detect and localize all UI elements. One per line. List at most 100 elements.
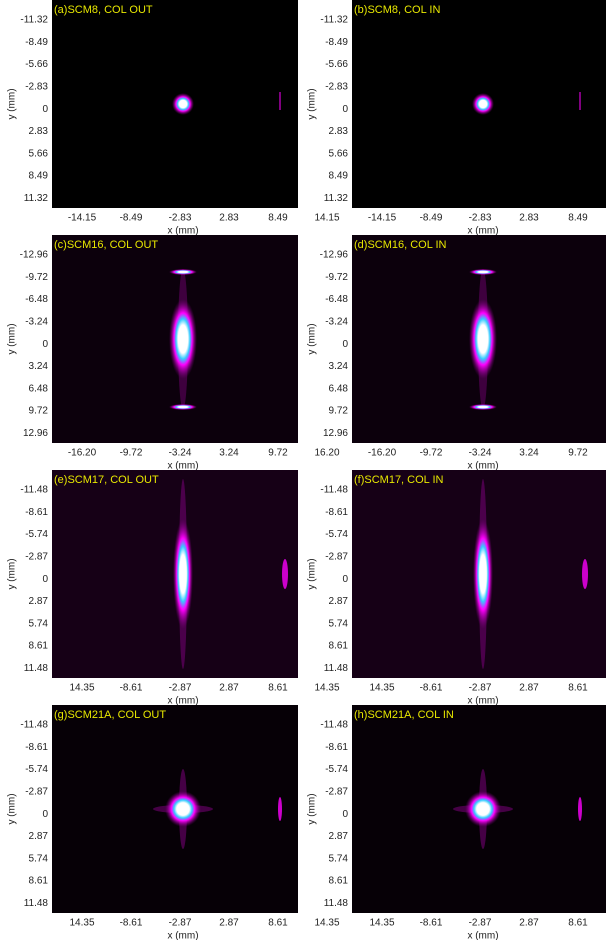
y-tick-label: 8.61 (329, 876, 349, 887)
y-tick-label: 6.48 (329, 383, 349, 394)
x-tick-label: -2.83 (469, 213, 492, 224)
y-tick-label: -5.74 (325, 529, 348, 540)
y-tick-label: -6.48 (325, 294, 348, 305)
y-tick-label: 12.96 (323, 428, 348, 439)
x-tick-label: -3.24 (169, 448, 192, 459)
x-tick-label: -8.61 (120, 683, 143, 694)
side-spot (278, 797, 282, 821)
y-tick-label: 8.61 (29, 876, 49, 887)
x-axis-label: x (mm) (467, 226, 498, 237)
y-tick-label: -6.48 (25, 294, 48, 305)
y-axis-label: y (mm) (7, 558, 18, 589)
y-tick-label: 2.87 (29, 831, 49, 842)
side-spot (578, 797, 582, 821)
x-tick-label: 14.35 (369, 918, 394, 929)
y-tick-label: -2.87 (25, 552, 48, 563)
x-tick-label: 2.87 (219, 918, 239, 929)
y-tick-label: 5.74 (329, 618, 349, 629)
panel-title: (b)SCM8, COL IN (354, 4, 440, 16)
x-tick-label: -2.87 (169, 683, 192, 694)
y-tick-label: 11.48 (24, 898, 49, 909)
y-tick-label: 3.24 (29, 361, 49, 372)
x-tick-label: 2.87 (519, 683, 539, 694)
x-tick-label: -2.87 (469, 683, 492, 694)
x-tick-label: -16.20 (368, 448, 397, 459)
y-axis-label: y (mm) (307, 88, 318, 119)
y-axis-label: y (mm) (307, 323, 318, 354)
x-axis-label: x (mm) (167, 226, 198, 237)
y-tick-label: 6.48 (29, 383, 49, 394)
y-tick-label: 11.48 (324, 898, 349, 909)
y-tick-label: -11.48 (20, 485, 48, 496)
x-tick-label: -8.61 (120, 918, 143, 929)
y-tick-label: 3.24 (329, 361, 349, 372)
x-tick-label: 2.87 (519, 918, 539, 929)
y-tick-label: -12.96 (320, 250, 349, 261)
side-spot (169, 269, 197, 275)
beam-spot (173, 519, 193, 629)
y-tick-label: -12.96 (20, 250, 49, 261)
panel-title: (h)SCM21A, COL IN (354, 709, 454, 721)
beam-spot (472, 93, 494, 115)
y-tick-label: 2.83 (329, 126, 349, 137)
beam-spot (165, 791, 201, 827)
x-tick-label: -8.61 (420, 683, 443, 694)
x-tick-label: 3.24 (519, 448, 539, 459)
x-tick-label: 14.35 (69, 683, 94, 694)
panel-title: (g)SCM21A, COL OUT (54, 709, 166, 721)
y-tick-label: 0 (42, 574, 48, 585)
y-tick-label: -11.48 (320, 485, 348, 496)
x-tick-label: -2.83 (169, 213, 192, 224)
x-tick-label: 9.72 (568, 448, 588, 459)
y-tick-label: -8.61 (325, 742, 348, 753)
beam-spot (469, 299, 497, 379)
y-tick-label: 0 (342, 339, 348, 350)
side-spot (582, 559, 588, 589)
y-tick-label: -5.74 (25, 764, 48, 775)
y-tick-label: -11.32 (320, 15, 348, 26)
x-tick-label: -9.72 (120, 448, 143, 459)
y-tick-label: -8.61 (25, 742, 48, 753)
y-tick-label: 0 (342, 104, 348, 115)
beam-spot (172, 93, 194, 115)
panel-title: (d)SCM16, COL IN (354, 239, 447, 251)
y-tick-label: -9.72 (325, 272, 348, 283)
y-axis-label: y (mm) (7, 323, 18, 354)
y-tick-label: -2.87 (25, 787, 48, 798)
y-tick-label: 0 (42, 104, 48, 115)
y-tick-label: -11.32 (20, 15, 48, 26)
x-tick-label: 16.20 (314, 448, 339, 459)
x-tick-label: 9.72 (268, 448, 288, 459)
beam-spot (473, 519, 493, 629)
x-axis-label: x (mm) (467, 461, 498, 472)
x-tick-label: -8.49 (120, 213, 143, 224)
x-tick-label: -14.15 (68, 213, 97, 224)
y-tick-label: 11.32 (324, 193, 349, 204)
y-tick-label: 2.87 (329, 831, 349, 842)
x-tick-label: 14.15 (314, 213, 339, 224)
y-tick-label: 2.87 (29, 596, 49, 607)
y-tick-label: -2.83 (25, 82, 48, 93)
y-tick-label: 0 (342, 574, 348, 585)
y-tick-label: -2.87 (325, 787, 348, 798)
panel-title: (f)SCM17, COL IN (354, 474, 443, 486)
x-tick-label: 8.61 (568, 918, 588, 929)
panel-title: (e)SCM17, COL OUT (54, 474, 159, 486)
x-tick-label: -8.61 (420, 918, 443, 929)
x-tick-label: 14.35 (369, 683, 394, 694)
y-tick-label: 0 (342, 809, 348, 820)
beam-spot (169, 299, 197, 379)
y-tick-label: -8.61 (325, 507, 348, 518)
y-tick-label: 5.66 (29, 148, 49, 159)
y-tick-label: 11.48 (324, 663, 349, 674)
x-tick-label: -14.15 (368, 213, 397, 224)
x-axis-label: x (mm) (167, 931, 198, 940)
x-tick-label: 14.35 (314, 918, 339, 929)
y-tick-label: -2.83 (325, 82, 348, 93)
y-tick-label: 5.74 (29, 618, 49, 629)
y-tick-label: -3.24 (325, 317, 348, 328)
x-tick-label: 8.49 (568, 213, 588, 224)
side-spot (469, 269, 497, 275)
y-tick-label: 2.87 (329, 596, 349, 607)
y-tick-label: 0 (42, 339, 48, 350)
